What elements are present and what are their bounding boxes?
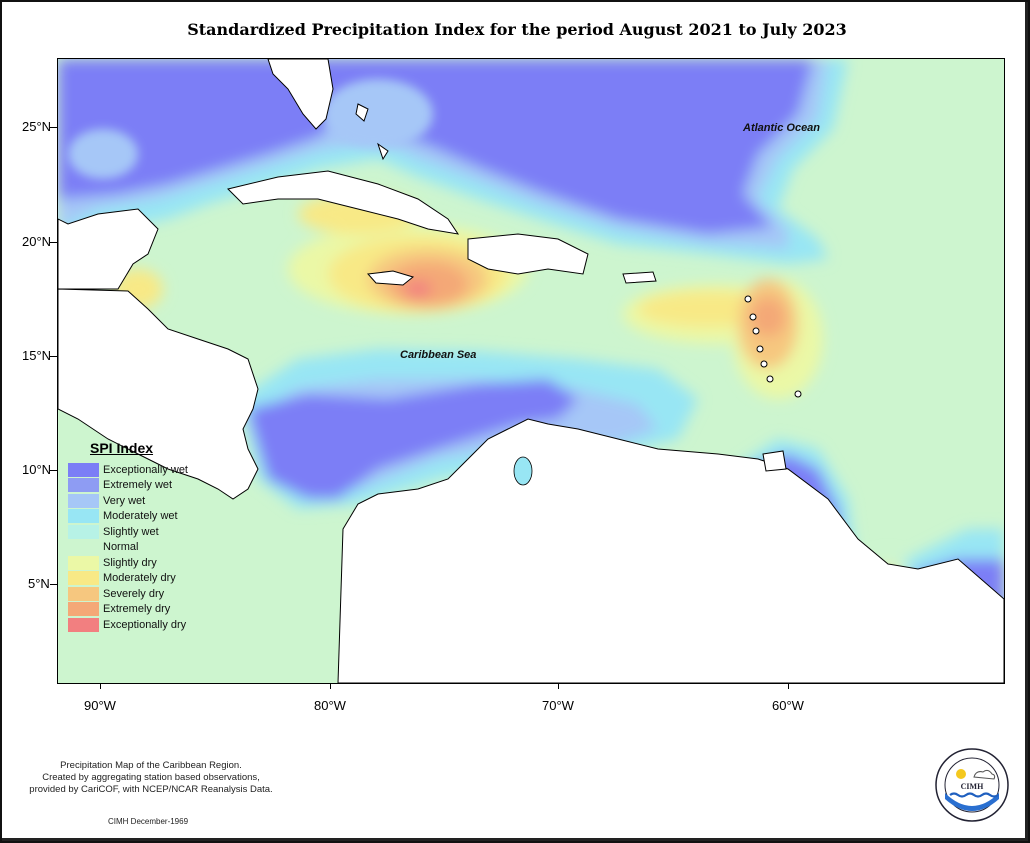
legend-label: Exceptionally dry bbox=[103, 618, 187, 631]
sun-icon bbox=[956, 769, 966, 779]
land-masses bbox=[58, 59, 1004, 683]
lake-maracaibo bbox=[513, 456, 533, 486]
wet-florida-field bbox=[68, 79, 433, 179]
y-tick-label: 25°N bbox=[22, 119, 52, 134]
x-tick bbox=[558, 683, 559, 689]
y-tick bbox=[50, 356, 57, 357]
legend-label: Exceptionally wet bbox=[103, 463, 188, 476]
atlantic-ocean-label: Atlantic Ocean bbox=[743, 122, 821, 134]
legend-swatch bbox=[68, 586, 99, 601]
legend-swatch bbox=[68, 493, 99, 508]
legend-label: Extremely wet bbox=[103, 479, 173, 492]
x-tick-label: 90°W bbox=[84, 698, 116, 713]
footnote-line: Created by aggregating station based obs… bbox=[42, 772, 260, 783]
x-tick-label: 60°W bbox=[772, 698, 804, 713]
legend-item: Slightly wet bbox=[68, 524, 208, 540]
legend-item: Moderately dry bbox=[68, 571, 208, 587]
legend-label: Moderately wet bbox=[103, 510, 178, 523]
legend-label: Severely dry bbox=[103, 587, 165, 600]
legend-item: Exceptionally wet bbox=[68, 462, 208, 478]
y-tick bbox=[50, 470, 57, 471]
x-tick bbox=[330, 683, 331, 689]
legend-swatch bbox=[68, 540, 99, 555]
logo-abbrev: CIMH bbox=[961, 782, 984, 791]
legend-swatch bbox=[68, 617, 99, 632]
legend-label: Extremely dry bbox=[103, 603, 171, 616]
legend-rows: Exceptionally wet Extremely wet Very wet Mo… bbox=[68, 462, 208, 633]
legend-item: Slightly dry bbox=[68, 555, 208, 571]
x-tick bbox=[788, 683, 789, 689]
date-stamp: CIMH December-1969 bbox=[108, 817, 189, 826]
cloud-icon bbox=[973, 769, 996, 780]
legend-swatch bbox=[68, 478, 99, 493]
map-title: Standardized Precipitation Index for the… bbox=[187, 20, 847, 39]
legend-item: Normal bbox=[68, 540, 208, 556]
legend-swatch bbox=[68, 602, 99, 617]
x-tick bbox=[100, 683, 101, 689]
spi-map bbox=[58, 59, 1004, 683]
dry-antilles-field bbox=[623, 279, 823, 399]
y-tick bbox=[50, 127, 57, 128]
legend-item: Extremely wet bbox=[68, 478, 208, 494]
legend-title: SPI Index bbox=[90, 440, 154, 456]
wet-south-field bbox=[238, 349, 698, 509]
y-tick-label: 20°N bbox=[22, 234, 52, 249]
y-tick-label: 15°N bbox=[22, 348, 52, 363]
legend-label: Slightly wet bbox=[103, 525, 159, 538]
legend-item: Moderately wet bbox=[68, 509, 208, 525]
legend-item: Very wet bbox=[68, 493, 208, 509]
wet-north-field bbox=[58, 59, 848, 264]
legend-swatch bbox=[68, 462, 99, 477]
spi-legend: SPI Index Exceptionally wet Extremely wet… bbox=[68, 440, 208, 633]
legend-label: Very wet bbox=[103, 494, 146, 507]
y-tick bbox=[50, 584, 57, 585]
legend-swatch bbox=[68, 555, 99, 570]
legend-swatch bbox=[68, 509, 99, 524]
waves-icon bbox=[949, 792, 999, 798]
footnote-line: Precipitation Map of the Caribbean Regio… bbox=[60, 760, 242, 771]
x-tick-label: 80°W bbox=[314, 698, 346, 713]
y-tick-label: 5°N bbox=[28, 576, 50, 591]
legend-item: Severely dry bbox=[68, 586, 208, 602]
caribbean-sea-label: Caribbean Sea bbox=[400, 349, 477, 361]
legend-swatch bbox=[68, 524, 99, 539]
map-panel: Atlantic Ocean Caribbean Sea bbox=[57, 58, 1005, 684]
legend-label: Normal bbox=[103, 541, 139, 554]
footnote-line: provided by CariCOF, with NCEP/NCAR Rean… bbox=[29, 784, 273, 795]
legend-swatch bbox=[68, 571, 99, 586]
cimh-logo: CIMH bbox=[935, 748, 1009, 822]
legend-label: Moderately dry bbox=[103, 572, 176, 585]
legend-item: Extremely dry bbox=[68, 602, 208, 618]
legend-label: Slightly dry bbox=[103, 556, 157, 569]
y-tick bbox=[50, 242, 57, 243]
footnote: Precipitation Map of the Caribbean Regio… bbox=[6, 760, 296, 796]
x-tick-label: 70°W bbox=[542, 698, 574, 713]
legend-item: Exceptionally dry bbox=[68, 617, 208, 633]
y-tick-label: 10°N bbox=[22, 462, 52, 477]
